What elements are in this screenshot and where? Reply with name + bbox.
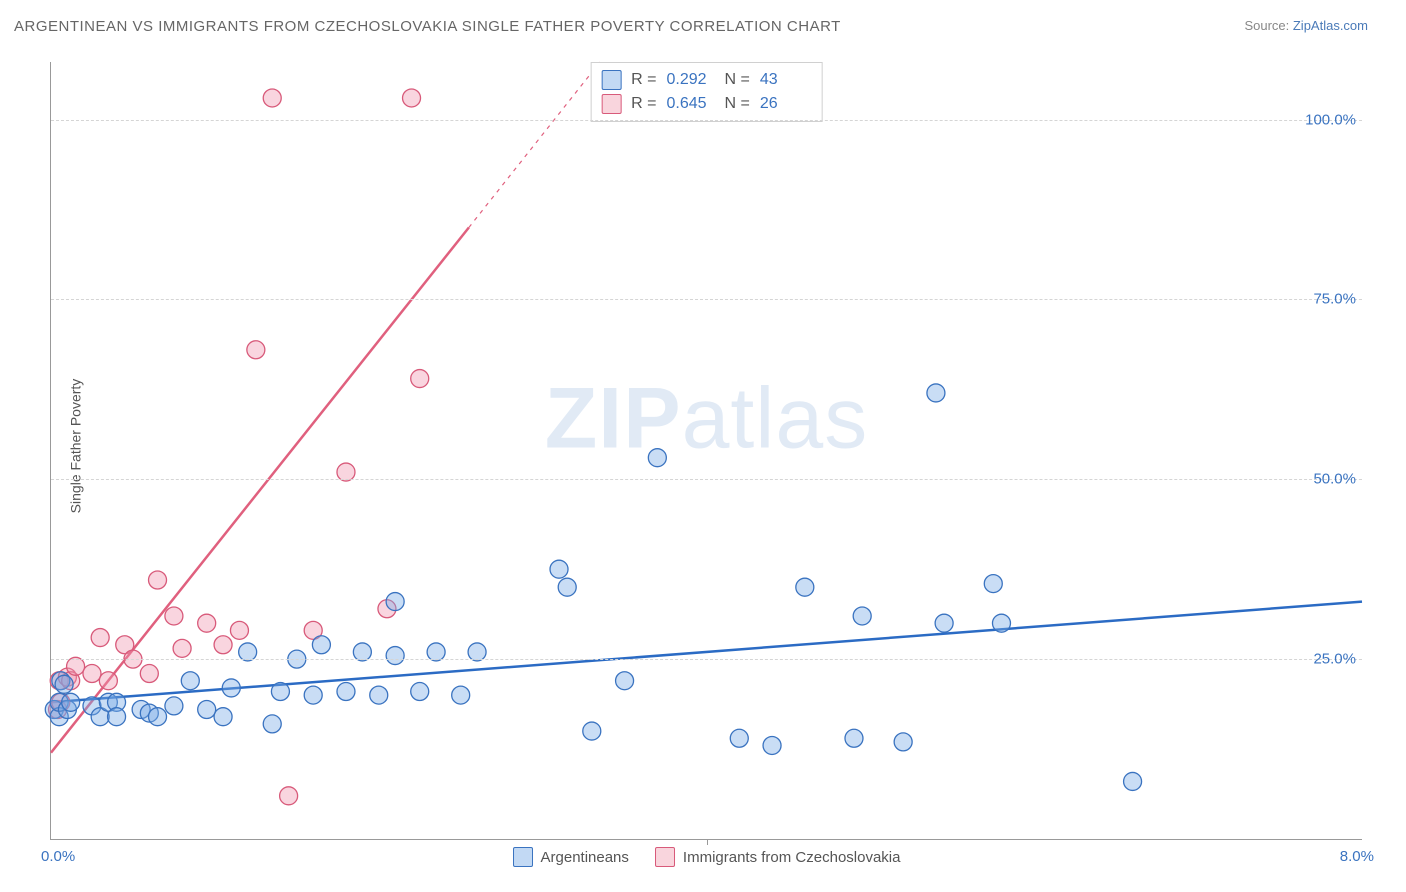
data-point	[263, 89, 281, 107]
correlation-stats-box: R = 0.292 N = 43 R = 0.645 N = 26	[590, 62, 823, 122]
source-link[interactable]: ZipAtlas.com	[1293, 18, 1368, 33]
x-tick-label-min: 0.0%	[41, 848, 75, 865]
data-point	[583, 722, 601, 740]
data-point	[108, 708, 126, 726]
data-point	[550, 560, 568, 578]
n-value-blue: 43	[760, 71, 808, 89]
data-point	[411, 683, 429, 701]
data-point	[62, 693, 80, 711]
data-point	[845, 729, 863, 747]
r-label: R =	[631, 71, 656, 89]
y-tick-label: 100.0%	[1305, 111, 1356, 128]
data-point	[222, 679, 240, 697]
data-point	[796, 578, 814, 596]
data-point	[730, 729, 748, 747]
data-point	[247, 341, 265, 359]
data-point	[312, 636, 330, 654]
data-point	[927, 384, 945, 402]
data-point	[616, 672, 634, 690]
data-point	[452, 686, 470, 704]
data-point	[337, 683, 355, 701]
gridline-h	[51, 659, 1362, 660]
chart-plot-area: ZIPatlas R = 0.292 N = 43 R = 0.645 N = …	[50, 62, 1362, 840]
legend-label-pink: Immigrants from Czechoslovakia	[683, 849, 901, 866]
gridline-h	[51, 120, 1362, 121]
data-point	[386, 593, 404, 611]
data-point	[386, 647, 404, 665]
data-point	[853, 607, 871, 625]
r-value-pink: 0.645	[667, 95, 715, 113]
data-point	[304, 686, 322, 704]
data-point	[181, 672, 199, 690]
data-point	[214, 708, 232, 726]
swatch-blue	[601, 70, 621, 90]
r-label: R =	[631, 95, 656, 113]
legend-item-blue: Argentineans	[513, 847, 629, 867]
data-point	[165, 697, 183, 715]
data-point	[165, 607, 183, 625]
data-point	[271, 683, 289, 701]
swatch-pink	[601, 94, 621, 114]
data-point	[214, 636, 232, 654]
stat-row-pink: R = 0.645 N = 26	[601, 92, 808, 116]
y-tick-label: 75.0%	[1313, 291, 1356, 308]
chart-svg	[51, 62, 1362, 839]
x-minor-tick	[707, 839, 708, 845]
n-label: N =	[725, 95, 750, 113]
y-tick-label: 25.0%	[1313, 651, 1356, 668]
data-point	[370, 686, 388, 704]
trend-line	[469, 62, 600, 227]
data-point	[55, 675, 73, 693]
source-prefix: Source:	[1244, 18, 1292, 33]
gridline-h	[51, 479, 1362, 480]
chart-title: ARGENTINEAN VS IMMIGRANTS FROM CZECHOSLO…	[14, 18, 841, 35]
data-point	[230, 621, 248, 639]
x-tick-label-max: 8.0%	[1340, 848, 1374, 865]
swatch-pink	[655, 847, 675, 867]
data-point	[149, 571, 167, 589]
data-point	[173, 639, 191, 657]
swatch-blue	[513, 847, 533, 867]
legend-item-pink: Immigrants from Czechoslovakia	[655, 847, 901, 867]
data-point	[1124, 772, 1142, 790]
data-point	[140, 665, 158, 683]
legend-bottom: Argentineans Immigrants from Czechoslova…	[513, 847, 901, 867]
n-label: N =	[725, 71, 750, 89]
data-point	[411, 370, 429, 388]
data-point	[198, 701, 216, 719]
legend-label-blue: Argentineans	[541, 849, 629, 866]
data-point	[83, 665, 101, 683]
data-point	[992, 614, 1010, 632]
data-point	[280, 787, 298, 805]
data-point	[935, 614, 953, 632]
data-point	[763, 736, 781, 754]
data-point	[149, 708, 167, 726]
y-tick-label: 50.0%	[1313, 471, 1356, 488]
data-point	[198, 614, 216, 632]
source-label: Source: ZipAtlas.com	[1244, 18, 1368, 33]
data-point	[984, 575, 1002, 593]
data-point	[403, 89, 421, 107]
data-point	[263, 715, 281, 733]
stat-row-blue: R = 0.292 N = 43	[601, 68, 808, 92]
data-point	[558, 578, 576, 596]
n-value-pink: 26	[760, 95, 808, 113]
data-point	[894, 733, 912, 751]
gridline-h	[51, 299, 1362, 300]
data-point	[648, 449, 666, 467]
data-point	[99, 672, 117, 690]
r-value-blue: 0.292	[667, 71, 715, 89]
data-point	[91, 629, 109, 647]
